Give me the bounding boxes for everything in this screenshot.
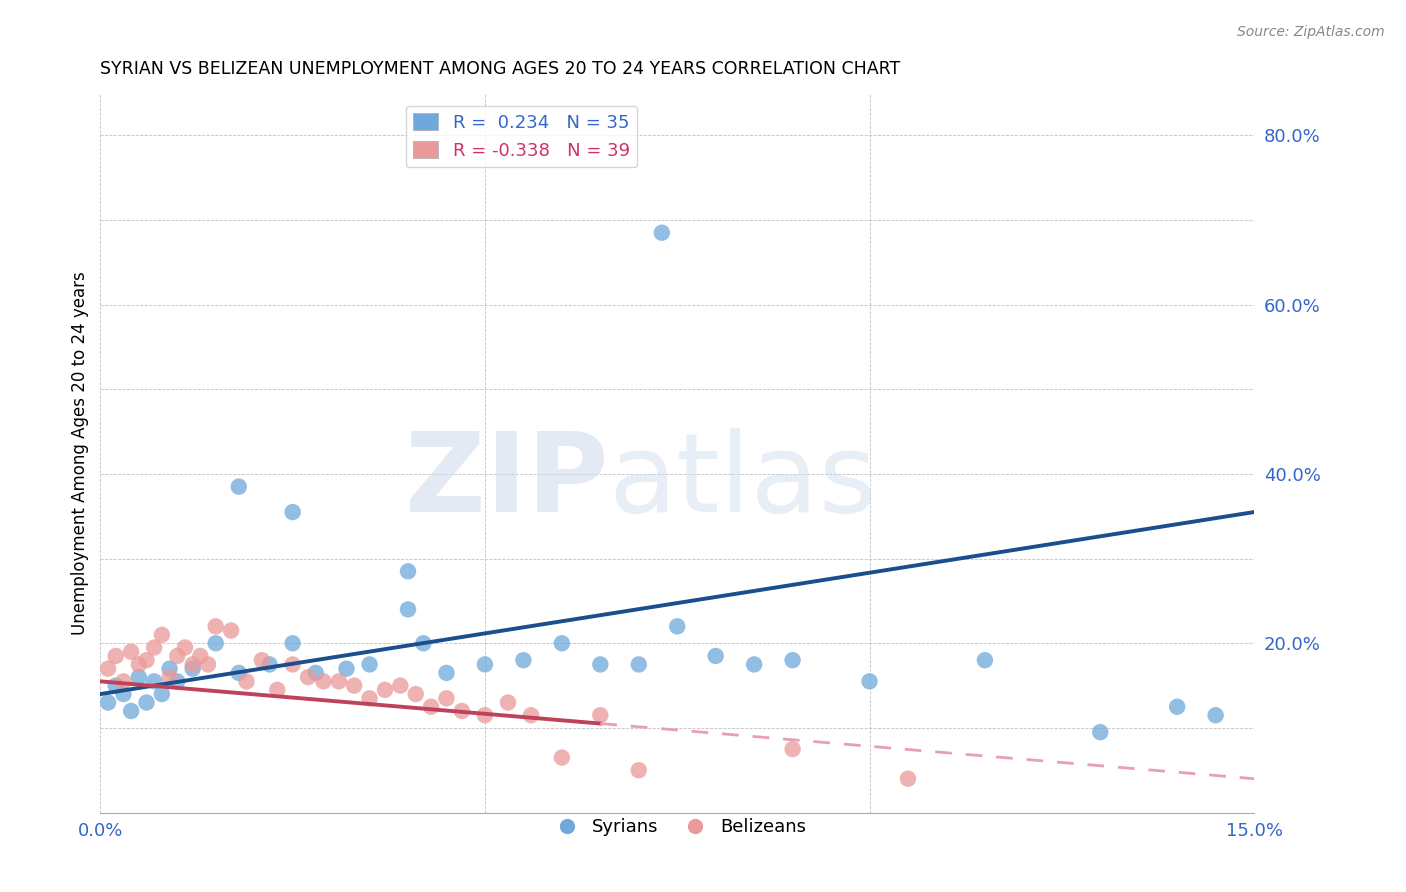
Point <box>420 699 443 714</box>
Point <box>204 619 226 633</box>
Point <box>188 648 211 663</box>
Point <box>782 742 804 756</box>
Point <box>450 704 472 718</box>
Point <box>496 696 519 710</box>
Point <box>112 674 135 689</box>
Point <box>359 691 381 706</box>
Point <box>181 657 204 672</box>
Text: atlas: atlas <box>607 428 876 535</box>
Point <box>335 662 357 676</box>
Point <box>150 687 173 701</box>
Point <box>120 645 142 659</box>
Point <box>150 628 173 642</box>
Point <box>104 648 127 663</box>
Point <box>897 772 920 786</box>
Text: ZIP: ZIP <box>405 428 607 535</box>
Point <box>589 657 612 672</box>
Point <box>436 691 458 706</box>
Point <box>166 674 188 689</box>
Point <box>259 657 281 672</box>
Text: SYRIAN VS BELIZEAN UNEMPLOYMENT AMONG AGES 20 TO 24 YEARS CORRELATION CHART: SYRIAN VS BELIZEAN UNEMPLOYMENT AMONG AG… <box>100 60 901 78</box>
Point <box>742 657 765 672</box>
Point <box>104 679 127 693</box>
Point <box>159 662 181 676</box>
Point <box>228 665 250 680</box>
Point <box>474 708 496 723</box>
Point <box>305 665 328 680</box>
Point <box>159 670 181 684</box>
Point <box>204 636 226 650</box>
Point <box>112 687 135 701</box>
Point <box>97 662 120 676</box>
Point <box>328 674 350 689</box>
Point <box>281 636 304 650</box>
Point <box>474 657 496 672</box>
Point <box>520 708 543 723</box>
Point <box>297 670 319 684</box>
Point <box>627 657 650 672</box>
Point <box>181 662 204 676</box>
Point <box>858 674 880 689</box>
Text: Source: ZipAtlas.com: Source: ZipAtlas.com <box>1237 25 1385 39</box>
Point <box>389 679 412 693</box>
Point <box>551 636 574 650</box>
Point <box>312 674 335 689</box>
Point <box>405 687 427 701</box>
Point <box>135 696 157 710</box>
Point <box>1090 725 1112 739</box>
Y-axis label: Unemployment Among Ages 20 to 24 years: Unemployment Among Ages 20 to 24 years <box>72 271 89 635</box>
Point <box>97 696 120 710</box>
Point <box>651 226 673 240</box>
Point <box>704 648 727 663</box>
Point <box>228 480 250 494</box>
Point <box>120 704 142 718</box>
Point <box>782 653 804 667</box>
Point <box>143 674 166 689</box>
Point <box>1205 708 1227 723</box>
Point <box>412 636 434 650</box>
Point <box>266 682 288 697</box>
Point <box>166 648 188 663</box>
Point <box>197 657 219 672</box>
Point <box>250 653 273 667</box>
Point <box>551 750 574 764</box>
Point <box>396 564 419 578</box>
Point <box>973 653 995 667</box>
Point <box>128 670 150 684</box>
Point <box>343 679 366 693</box>
Point <box>281 505 304 519</box>
Point <box>219 624 242 638</box>
Point <box>143 640 166 655</box>
Point <box>135 653 157 667</box>
Point <box>436 665 458 680</box>
Point <box>1166 699 1188 714</box>
Point <box>512 653 534 667</box>
Point <box>128 657 150 672</box>
Legend: Syrians, Belizeans: Syrians, Belizeans <box>541 811 813 843</box>
Point <box>174 640 197 655</box>
Point <box>627 764 650 778</box>
Point <box>666 619 689 633</box>
Point <box>235 674 257 689</box>
Point <box>359 657 381 672</box>
Point <box>374 682 396 697</box>
Point <box>281 657 304 672</box>
Point <box>396 602 419 616</box>
Point <box>589 708 612 723</box>
